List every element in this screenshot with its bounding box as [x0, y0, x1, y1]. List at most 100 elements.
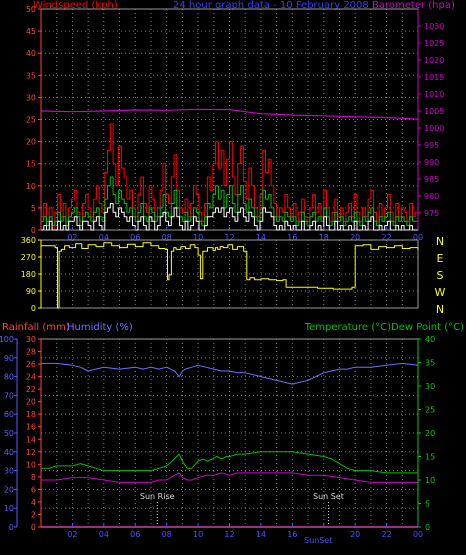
x-tick-label: 22: [381, 530, 391, 539]
temperature-tick-label: 0: [425, 523, 430, 532]
rainfall-tick-label: 16: [26, 423, 36, 432]
x-tick-label: 08: [162, 233, 172, 242]
humidity-tick-label: 90: [4, 354, 14, 363]
x-tick-label: 10: [193, 233, 203, 242]
compass-label: W: [435, 286, 446, 299]
rainfall-title: Rainfall (mm): [2, 322, 70, 333]
humidity-tick-label: 0: [9, 523, 14, 532]
humidity-tick-label: 60: [4, 410, 14, 419]
x-tick-label: 02: [67, 530, 77, 539]
barometer-tick-label: 985: [424, 175, 439, 184]
rainfall-tick-label: 26: [26, 360, 36, 369]
x-tick-label: 14: [256, 530, 266, 539]
windspeed-tick-label: 10: [26, 182, 36, 191]
temperature-tick-label: 25: [425, 406, 435, 415]
temperature-tick-label: 30: [425, 382, 435, 391]
x-tick-label: 16: [287, 233, 297, 242]
x-tick-label: 00: [413, 530, 423, 539]
x-tick-label: 04: [99, 530, 109, 539]
x-tick-label: 16: [287, 530, 297, 539]
x-tick-label: 02: [67, 233, 77, 242]
rainfall-tick-label: 28: [26, 348, 36, 357]
windspeed-tick-label: 50: [26, 5, 36, 14]
x-tick-label: 20: [350, 530, 360, 539]
rainfall-tick-label: 4: [31, 498, 36, 507]
temperature-tick-label: 10: [425, 476, 435, 485]
rainfall-tick-label: 2: [31, 510, 36, 519]
sun-events: Sun Rise Sun Set: [140, 492, 344, 527]
x-tick-label: 10: [193, 530, 203, 539]
barometer-tick-label: 1030: [424, 22, 444, 31]
humidity-tick-label: 80: [4, 373, 14, 382]
x-tick-label: 04: [99, 233, 109, 242]
windspeed-title: Windspeed (kph): [33, 0, 118, 11]
temperature-tick-label: 20: [425, 429, 435, 438]
humidity-line: [41, 362, 419, 385]
windspeed-tick-label: 30: [26, 93, 36, 102]
wind-direction-line: [41, 242, 419, 309]
rainfall-tick-label: 8: [31, 473, 36, 482]
rainfall-tick-label: 10: [26, 460, 36, 469]
barometer-tick-label: 1010: [424, 90, 444, 99]
barometer-tick-label: 1000: [424, 124, 444, 133]
direction-tick-label: 0: [31, 304, 36, 313]
direction-tick-label: 270: [21, 253, 36, 262]
humidity-tick-label: 100: [0, 335, 14, 344]
compass-label: N: [436, 235, 444, 248]
compass-label: S: [437, 269, 444, 282]
windspeed-tick-label: 35: [26, 71, 36, 80]
x-tick-label: 06: [130, 530, 140, 539]
wind-series: [40, 108, 419, 231]
barometer-tick-label: 1015: [424, 73, 444, 82]
barometer-tick-label: 980: [424, 192, 439, 201]
windspeed-tick-label: 40: [26, 49, 36, 58]
climate-x-axis-ticks: 02 04 06 08 10 12 14 16 20 22 00: [67, 524, 423, 539]
x-tick-label: 22: [381, 233, 391, 242]
humidity-tick-label: 40: [4, 448, 14, 457]
barometer-tick-label: 1005: [424, 107, 444, 116]
sun-event-label: Sun Rise: [140, 492, 175, 501]
windspeed-tick-label: 5: [31, 204, 36, 213]
wind-minimum-line: [41, 203, 418, 231]
compass-label: E: [437, 252, 444, 265]
humidity-axis-ticks: 0 10 20 30 40 50 60 70 80 90 100: [0, 335, 17, 532]
barometer-tick-label: 1025: [424, 39, 444, 48]
humidity-tick-label: 70: [4, 391, 14, 400]
dewpoint-line: [41, 472, 418, 483]
barometer-line: [40, 108, 419, 120]
x-tick-label: 18: [319, 233, 329, 242]
windspeed-tick-label: 15: [26, 160, 36, 169]
windspeed-tick-label: 25: [26, 116, 36, 125]
barometer-tick-label: 995: [424, 141, 439, 150]
x-tick-label: 14: [256, 233, 266, 242]
x-tick-label: 08: [162, 530, 172, 539]
rainfall-tick-label: 14: [26, 435, 36, 444]
windspeed-tick-label: 20: [26, 138, 36, 147]
temperature-tick-label: 35: [425, 359, 435, 368]
temperature-tick-label: 15: [425, 453, 435, 462]
humidity-tick-label: 50: [4, 429, 14, 438]
x-tick-label: 00: [413, 233, 423, 242]
compass-label: N: [436, 303, 444, 316]
direction-tick-label: 90: [26, 287, 36, 296]
windspeed-tick-label: 45: [26, 27, 36, 36]
rainfall-tick-label: 6: [31, 485, 36, 494]
direction-tick-label: 360: [21, 236, 36, 245]
sun-event-label: Sun Set: [313, 492, 344, 501]
temperature-dewpoint-title: Temperature (°C)Dew Point (°C): [304, 322, 464, 333]
rainfall-tick-label: 12: [26, 448, 36, 457]
x-tick-label: 12: [224, 233, 234, 242]
humidity-tick-label: 20: [4, 485, 14, 494]
rainfall-tick-label: 30: [26, 335, 36, 344]
temperature-tick-label: 40: [425, 335, 435, 344]
humidity-tick-label: 10: [4, 504, 14, 513]
barometer-tick-label: 1020: [424, 56, 444, 65]
barometer-tick-label: 990: [424, 158, 439, 167]
